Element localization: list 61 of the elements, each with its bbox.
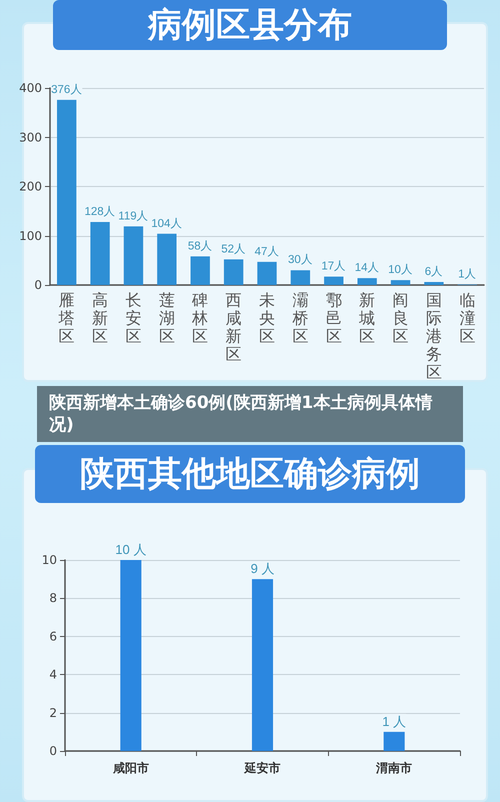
bar — [357, 278, 377, 285]
bar — [290, 270, 310, 285]
data-label: 119人 — [118, 209, 149, 222]
bar — [224, 259, 244, 285]
data-label: 10人 — [388, 263, 413, 276]
y-tick-label: 400 — [19, 81, 42, 95]
data-label: 14人 — [354, 261, 380, 274]
bar — [57, 100, 76, 285]
text: 陕西新增本土确诊60例(陕西新增1本土病例具体情况) — [37, 386, 463, 442]
x-tick-label: 国际港务区 — [426, 290, 442, 382]
x-tick-label: 西咸新区 — [226, 290, 242, 364]
data-label: 128人 — [84, 204, 116, 218]
data-label: 1 人 — [382, 714, 406, 729]
y-tick-label: 6 — [49, 629, 57, 644]
y-tick-label: 200 — [19, 180, 42, 194]
data-label: 30人 — [288, 253, 313, 266]
chart-title: 陕西其他地区确诊病例 — [80, 454, 420, 494]
y-tick-label: 300 — [19, 130, 42, 144]
y-tick-label: 100 — [19, 228, 42, 243]
x-tick-label: 碑林区 — [191, 290, 208, 346]
data-label: 10 人 — [115, 542, 146, 557]
bar — [252, 579, 274, 751]
x-tick-label: 咸阳市 — [112, 761, 149, 775]
data-label: 104人 — [151, 216, 182, 230]
bar — [157, 234, 177, 285]
data-label: 376人 — [51, 82, 82, 96]
x-tick-label: 高新区 — [92, 290, 108, 346]
bar — [384, 732, 405, 751]
chart-title: 病例区县分布 — [147, 5, 352, 45]
bar — [124, 226, 144, 285]
x-tick-label: 鄠邑区 — [326, 290, 342, 346]
bar — [90, 222, 110, 285]
x-tick-label: 莲湖区 — [158, 290, 175, 346]
y-tick-label: 10 — [42, 553, 57, 567]
data-label: 58人 — [188, 239, 213, 252]
data-label: 6人 — [424, 265, 444, 278]
x-tick-label: 渭南市 — [375, 761, 412, 775]
bar — [424, 282, 444, 285]
x-tick-label: 新城区 — [358, 290, 376, 346]
y-tick-label: 0 — [34, 278, 42, 292]
x-tick-label: 延安市 — [244, 761, 280, 775]
y-tick-label: 4 — [49, 668, 57, 682]
data-label: 17人 — [321, 260, 346, 273]
x-tick-label: 阎良区 — [392, 290, 409, 346]
y-tick-label: 2 — [49, 706, 57, 720]
bar — [120, 560, 142, 751]
y-tick-label: 0 — [49, 744, 57, 758]
bar — [390, 280, 410, 285]
x-tick-label: 灞桥区 — [291, 290, 308, 346]
bar — [324, 276, 344, 285]
x-tick-label: 临潼区 — [459, 290, 476, 346]
x-tick-label: 长安区 — [125, 290, 142, 346]
data-label: 47人 — [254, 244, 280, 258]
bar — [190, 256, 210, 285]
y-tick-label: 8 — [49, 591, 57, 606]
data-label: 52人 — [221, 242, 246, 256]
x-tick-label: 雁塔区 — [58, 290, 75, 346]
bar — [257, 262, 277, 285]
x-tick-label: 未央区 — [259, 290, 275, 346]
data-label: 1人 — [458, 268, 477, 281]
data-label: 9 人 — [250, 561, 274, 576]
